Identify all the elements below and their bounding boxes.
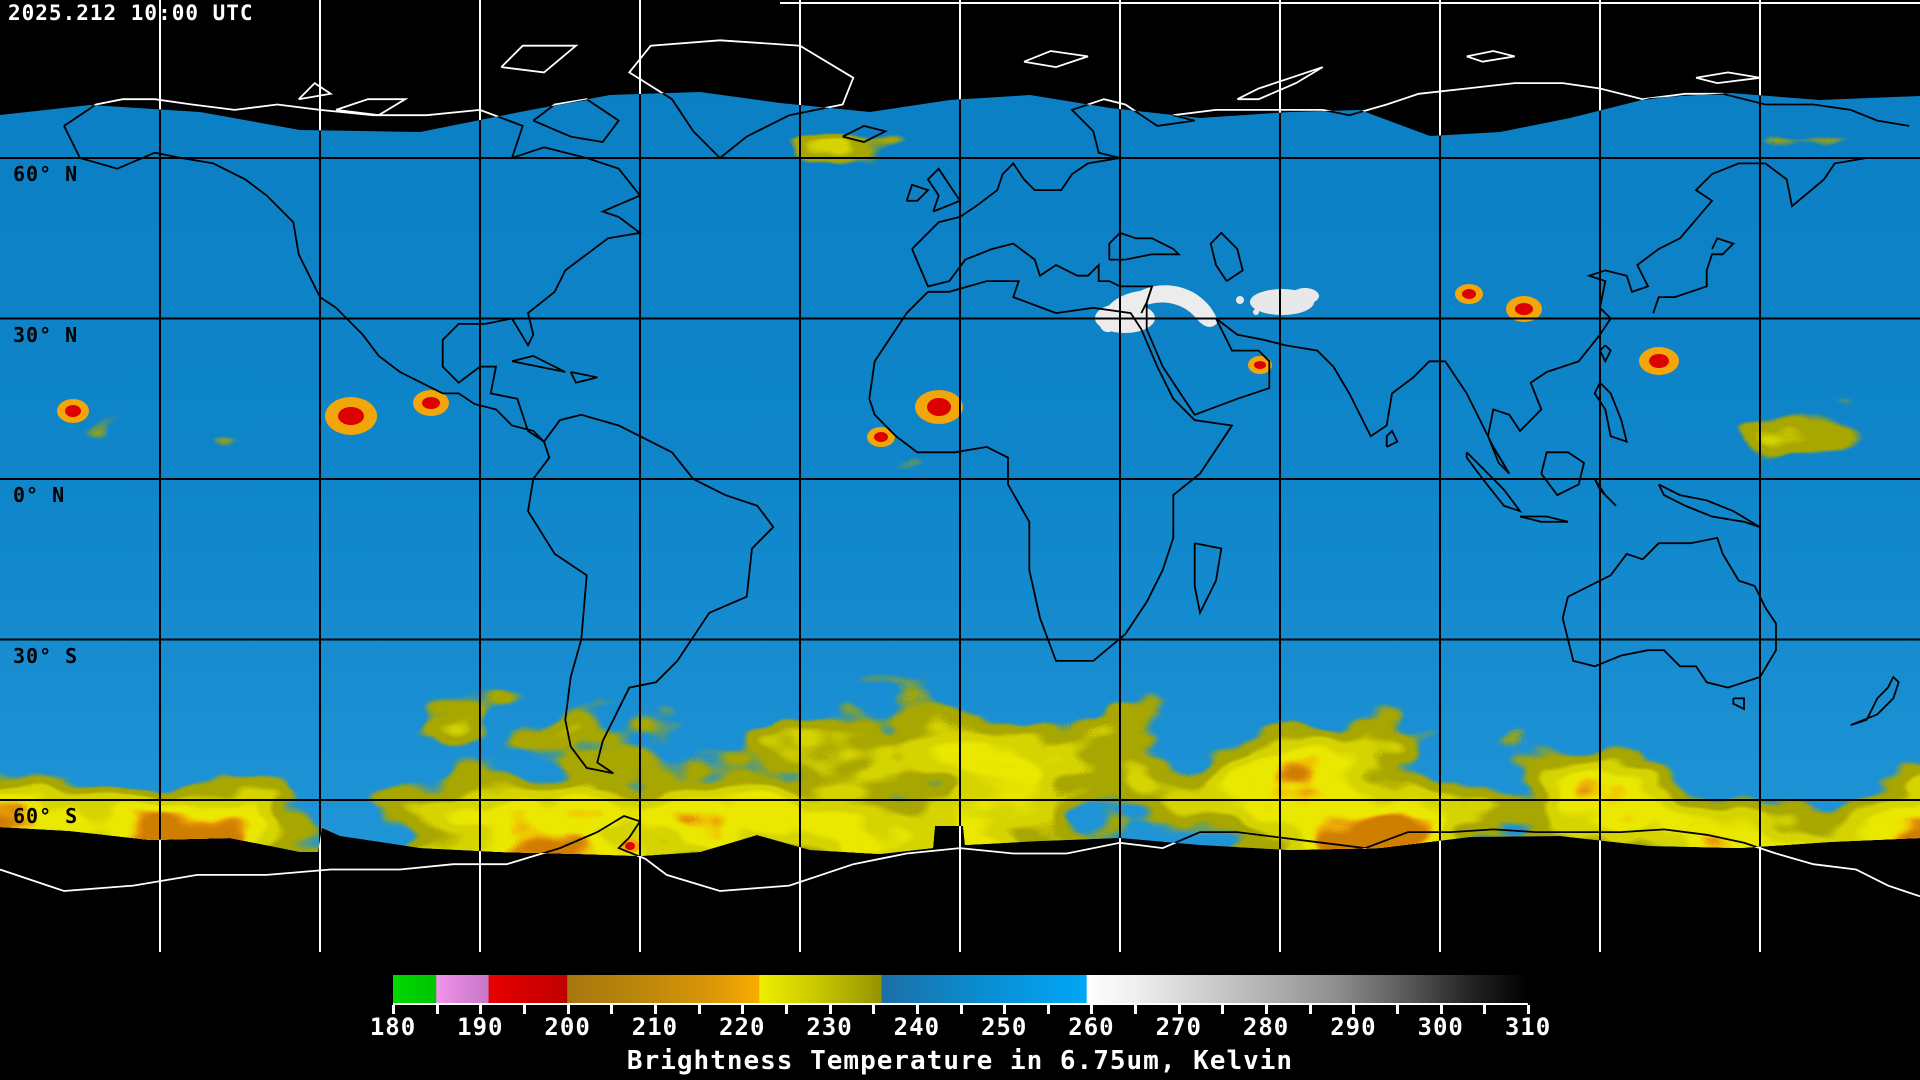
colorbar-tick bbox=[1046, 1005, 1050, 1014]
colorbar-tick bbox=[1308, 1005, 1312, 1014]
colorbar-tick-label: 210 bbox=[631, 1013, 679, 1041]
colorbar-tick bbox=[1352, 1005, 1356, 1014]
colorbar-tick bbox=[1265, 1005, 1269, 1014]
colorbar-tick bbox=[392, 1005, 395, 1014]
colorbar-tick bbox=[1396, 1005, 1400, 1014]
colorbar-tick-label: 220 bbox=[719, 1013, 766, 1041]
colorbar-tick-label: 230 bbox=[806, 1013, 853, 1041]
colorbar-tick bbox=[479, 1005, 483, 1014]
colorbar-tick bbox=[697, 1005, 701, 1014]
colorbar-tick bbox=[959, 1005, 963, 1014]
colorbar-tick-label: 260 bbox=[1068, 1013, 1115, 1041]
colorbar-tick-label: 300 bbox=[1417, 1013, 1464, 1041]
colorbar-tick bbox=[784, 1005, 788, 1014]
colorbar-tick bbox=[566, 1005, 570, 1014]
colorbar-tick-label: 310 bbox=[1504, 1013, 1552, 1041]
colorbar-tick-label: 190 bbox=[457, 1013, 504, 1041]
colorbar-tick-label: 200 bbox=[544, 1013, 591, 1041]
colorbar-tick-label: 280 bbox=[1242, 1013, 1290, 1041]
coastlines-over-space bbox=[0, 39, 1920, 898]
colorbar-tick bbox=[1527, 1005, 1530, 1014]
graticule-over-space bbox=[159, 0, 1761, 952]
colorbar-tick bbox=[828, 1005, 832, 1014]
colorbar-tick bbox=[915, 1005, 919, 1014]
world-brightness-temperature-map bbox=[0, 0, 1920, 952]
colorbar-caption: Brightness Temperature in 6.75um, Kelvin bbox=[626, 1046, 1294, 1076]
latitude-label: 30° N bbox=[13, 322, 79, 347]
colorbar-tick bbox=[1090, 1005, 1094, 1014]
colorbar-tick bbox=[872, 1005, 876, 1014]
colorbar-tick-label: 240 bbox=[893, 1013, 941, 1041]
colorbar-tick bbox=[653, 1005, 657, 1014]
colorbar-tick bbox=[435, 1005, 439, 1014]
colorbar-tick-label: 250 bbox=[980, 1013, 1028, 1041]
colorbar-tick bbox=[1221, 1005, 1225, 1014]
colorbar-tick bbox=[1483, 1005, 1487, 1014]
colorbar-tick bbox=[610, 1005, 614, 1014]
colorbar bbox=[393, 975, 1528, 1003]
colorbar-tick-label: 180 bbox=[369, 1013, 417, 1041]
colorbar-tick bbox=[1439, 1005, 1443, 1014]
latitude-label: 0° N bbox=[13, 483, 66, 507]
storm-cores bbox=[57, 284, 1679, 853]
latitude-label: 60° N bbox=[13, 162, 79, 186]
colorbar-tick-label: 290 bbox=[1330, 1013, 1377, 1041]
colorbar-tick bbox=[1177, 1005, 1181, 1014]
colorbar-tick bbox=[1134, 1005, 1138, 1014]
colorbar-tick-label: 270 bbox=[1155, 1013, 1202, 1041]
latitude-label: 60° S bbox=[13, 804, 79, 828]
colorbar-tick bbox=[522, 1005, 526, 1014]
colorbar-axis-line bbox=[393, 1003, 1528, 1005]
latitude-label: 30° S bbox=[13, 643, 79, 668]
colorbar-tick bbox=[741, 1005, 745, 1014]
colorbar-tick bbox=[1003, 1005, 1007, 1014]
